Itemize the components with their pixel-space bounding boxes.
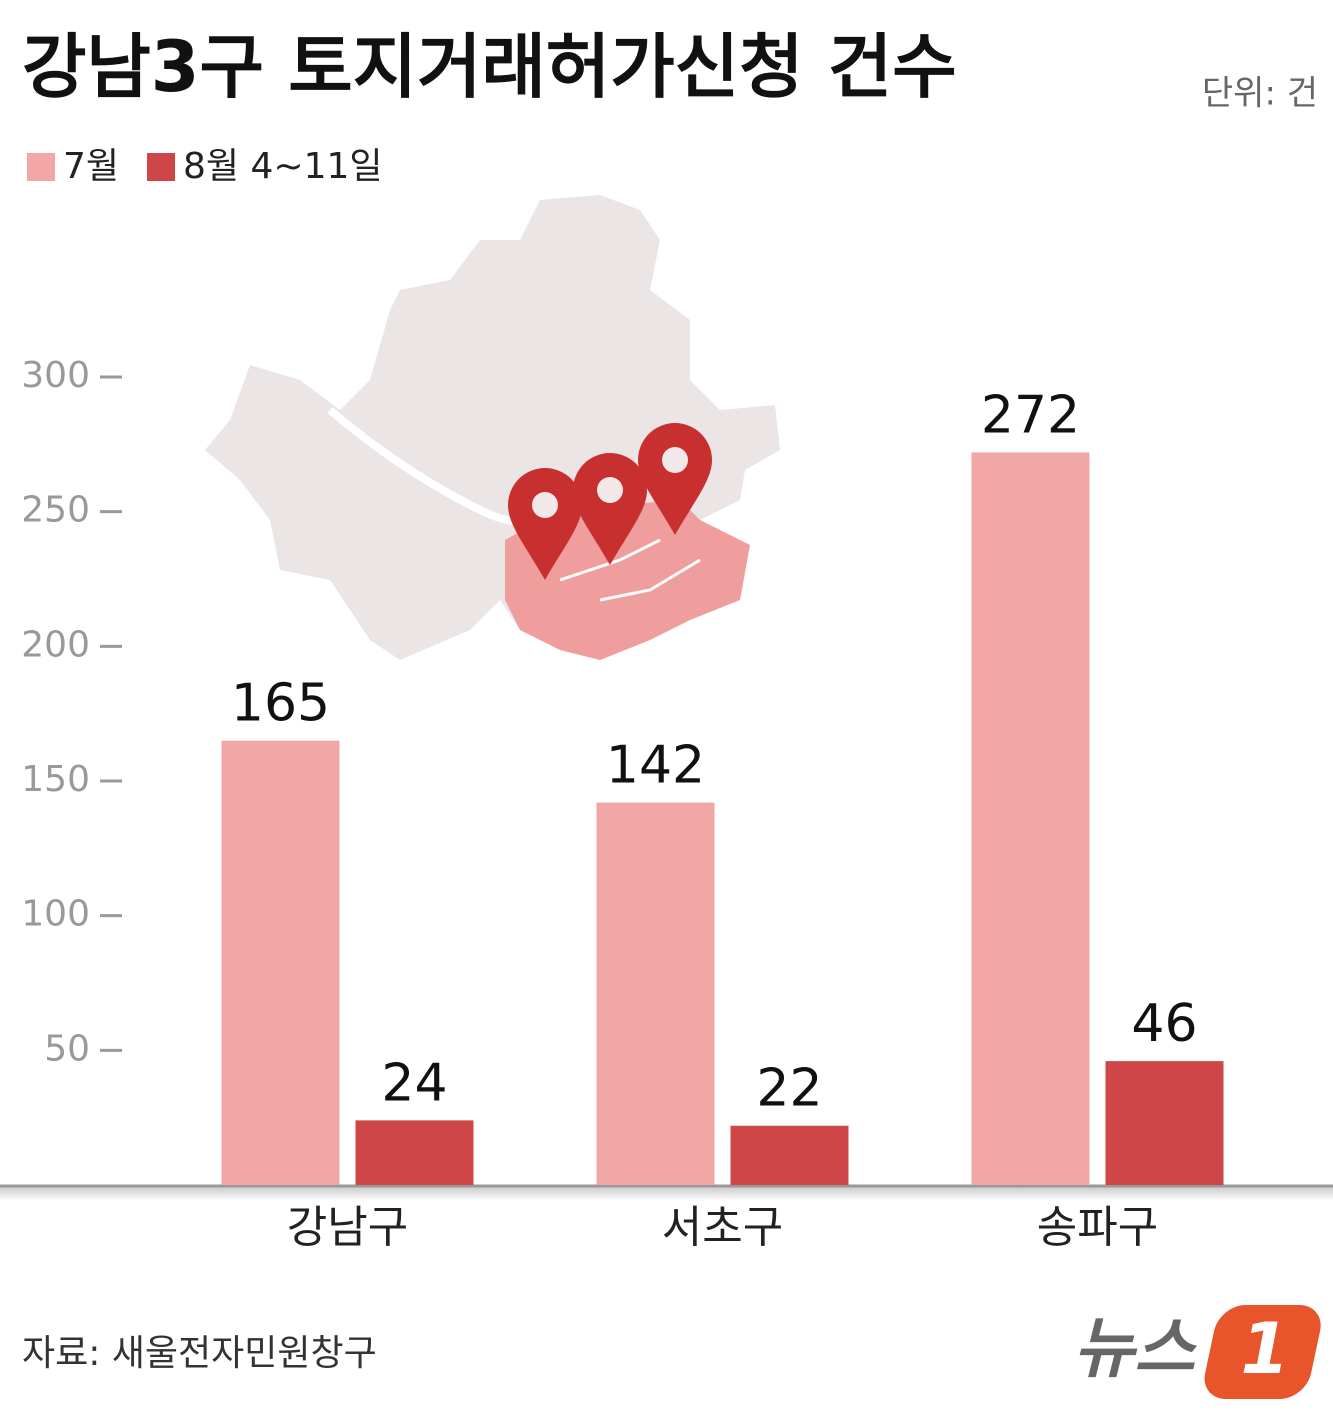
y-tick-label: 300 [21,355,90,396]
value-label: 142 [606,736,705,796]
x-tick-label: 서초구 [662,1202,783,1253]
bar [355,1120,474,1185]
logo: 뉴스 1 [1074,1305,1321,1399]
baseline-shadow [0,1187,1333,1201]
legend-swatch [27,153,55,181]
seoul-map [205,195,780,660]
value-label: 46 [1131,994,1197,1054]
y-tick-label: 250 [21,490,90,531]
bar [1105,1061,1224,1185]
y-tick-label: 200 [21,624,90,665]
bar [971,452,1090,1185]
logo-text: 뉴스 [1074,1310,1198,1387]
bar [221,740,340,1185]
x-tick-label: 송파구 [1037,1202,1158,1253]
unit-label: 단위: 건 [1202,74,1318,114]
source: 자료: 새울전자민원창구 [22,1333,377,1374]
value-label: 24 [381,1053,447,1113]
y-tick-label: 150 [21,759,90,800]
bar [596,802,715,1185]
value-label: 22 [756,1059,822,1119]
map-pins [508,423,712,580]
map-border [559,538,701,602]
legend-swatch [147,153,176,181]
logo-badge [1204,1305,1321,1399]
bar [730,1125,849,1185]
x-tick-label: 강남구 [287,1202,408,1253]
value-label: 272 [981,385,1080,445]
value-label: 165 [231,674,330,734]
y-tick-label: 50 [44,1028,90,1069]
logo-mark: 1 [1241,1308,1290,1390]
legend-label: 8월 4~11일 [183,146,382,187]
chart-title: 강남3구 토지거래허가신청 건수 [22,26,957,108]
y-tick-label: 100 [21,894,90,935]
legend-label: 7월 [63,146,119,187]
